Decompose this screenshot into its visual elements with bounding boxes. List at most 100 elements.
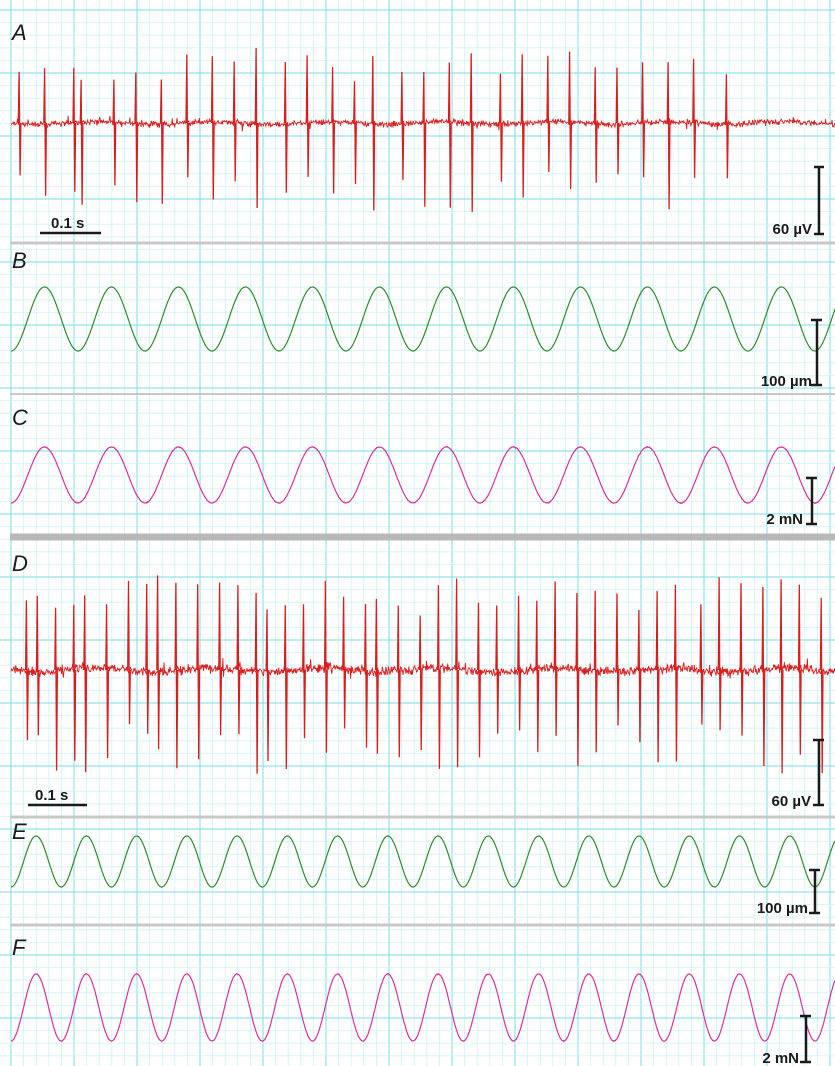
trace-d-spikes-spike (655, 590, 660, 763)
trace-a-spikes-spike (305, 55, 310, 177)
time-scalebar-label-a: 0.1 s (51, 215, 84, 232)
trace-a-spikes-spike (615, 67, 620, 175)
trace-d-spikes-spike (254, 592, 259, 774)
trace-d-spikes-spike (145, 583, 150, 734)
trace-d-spikes-spike (673, 584, 678, 762)
trace-a-spikes-spike (331, 67, 336, 194)
trace-a-spikes-spike (159, 79, 164, 204)
amp-scalebar-f: 2 mN (762, 1014, 811, 1066)
trace-d-spikes-spike (283, 605, 288, 770)
trace-a-spikes-spike (546, 55, 551, 173)
amp-scalebar-label-f: 2 mN (762, 1050, 799, 1066)
trace-d-spikes-spike (236, 585, 241, 735)
trace-d-spikes-spike (374, 598, 379, 754)
trace-a-spikes-spike (641, 62, 646, 178)
amp-scalebar-label-e: 100 µm (757, 900, 808, 917)
trace-d-spikes-spike (323, 580, 328, 753)
trace-d-spikes-spike (615, 593, 620, 726)
panel-letter-a: A (10, 20, 27, 45)
trace-d-spikes-spike (218, 582, 223, 736)
amp-scalebar-e: 100 µm (757, 868, 820, 917)
trace-d-spikes-spike (72, 604, 77, 761)
trace-a-spikes-spike (72, 67, 77, 192)
trace-d-spikes-spike (83, 595, 88, 773)
trace-d-spikes-spike (302, 604, 306, 739)
trace-d-spikes-spike (553, 581, 558, 736)
trace-a-spikes-spike (692, 58, 697, 178)
trace-a-spikes-spike (185, 54, 190, 178)
trace-a-spikes-spike (498, 73, 503, 182)
trace-d-spikes-spike (35, 595, 40, 736)
trace-d-spikes-spike (535, 600, 540, 753)
trace-d-spikes-spike (196, 584, 201, 760)
trace-d-spikes-spike (127, 580, 131, 725)
amp-scalebar-a: 60 µV (773, 165, 824, 238)
amp-scalebar-b: 100 µm (761, 318, 822, 390)
trace-a-spikes-spike (520, 54, 525, 198)
panel-letter-b: B (12, 248, 27, 273)
amp-scalebar-c: 2 mN (766, 476, 817, 528)
trace-d-spikes-spike (819, 597, 824, 774)
panel-dividers (10, 241, 835, 927)
trace-a-spikes-spike (112, 79, 117, 186)
trace-a-spikes-spike (17, 71, 22, 176)
trace-d-spikes-spike (436, 585, 441, 770)
trace-d-spikes-spike (637, 609, 642, 743)
panel-letter-c: C (12, 405, 28, 430)
trace-c-force (10, 445, 835, 505)
trace-a-spikes-spike (232, 61, 237, 182)
trace-d-spikes-spike (364, 603, 368, 748)
trace-d-spikes-spike (779, 579, 784, 774)
amp-scalebar-label-a: 60 µV (773, 221, 813, 238)
time-scalebar-a: 0.1 s (40, 215, 101, 235)
trace-a-spikes-spike (43, 68, 48, 196)
trace-d-spikes-spike (396, 605, 401, 758)
trace-d-spikes-spike (517, 595, 522, 731)
trace-f-force (10, 972, 835, 1043)
trace-a-spikes-spike (666, 62, 671, 210)
trace-a-spikes-spike (447, 62, 452, 208)
trace-d-spikes-spike (699, 604, 704, 725)
panel-letter-e: E (12, 819, 27, 844)
trace-a-spikes-spike (134, 72, 139, 203)
trace-d-spikes-spike (174, 582, 179, 769)
trace-a-spikes-spike (724, 74, 729, 179)
signal-traces (10, 47, 835, 1043)
trace-a-spikes-spike (283, 61, 288, 193)
trace-d-spikes-spike (761, 586, 766, 767)
trace-d-spikes-spike (24, 600, 29, 741)
trace-d-spikes-spike (156, 575, 161, 750)
trace-d-spikes-spike (265, 609, 270, 762)
trace-d-spikes-noise (10, 657, 835, 679)
trace-a-spikes-spike (422, 71, 427, 207)
amp-scalebar-label-c: 2 mN (766, 511, 803, 528)
trace-a-spikes-spike (210, 56, 215, 200)
trace-d-spikes-spike (575, 593, 580, 766)
trace-d-spikes-spike (54, 607, 59, 771)
amp-scalebar-d: 60 µV (772, 738, 824, 810)
trace-a-spikes-spike (400, 71, 405, 181)
trace-a-spikes-spike (79, 79, 84, 205)
time-scalebar-d: 0.1 s (28, 787, 87, 807)
trace-d-spikes-spike (105, 604, 110, 759)
amp-scalebar-label-d: 60 µV (772, 793, 812, 810)
time-scalebar-label-d: 0.1 s (35, 787, 68, 804)
trace-d-spikes-spike (418, 615, 423, 751)
amp-scalebar-label-b: 100 µm (761, 373, 812, 390)
trace-a-spikes-spike (568, 51, 573, 190)
trace-d-spikes-spike (797, 584, 802, 755)
trace-d-spikes-spike (455, 578, 460, 768)
trace-d-spikes-spike (342, 596, 347, 729)
trace-d-spikes-spike (593, 590, 598, 753)
trace-d-spikes-spike (717, 577, 722, 731)
panel-letter-d: D (12, 551, 28, 576)
trace-d-spikes-spike (495, 605, 500, 734)
trace-b-displacement (10, 286, 835, 352)
trace-a-spikes-spike (593, 67, 598, 183)
trace-d-spikes-spike (477, 602, 481, 758)
trace-a-spikes-spike (371, 56, 376, 211)
trace-d-spikes-spike (739, 583, 744, 736)
trace-e-displacement (10, 835, 835, 888)
